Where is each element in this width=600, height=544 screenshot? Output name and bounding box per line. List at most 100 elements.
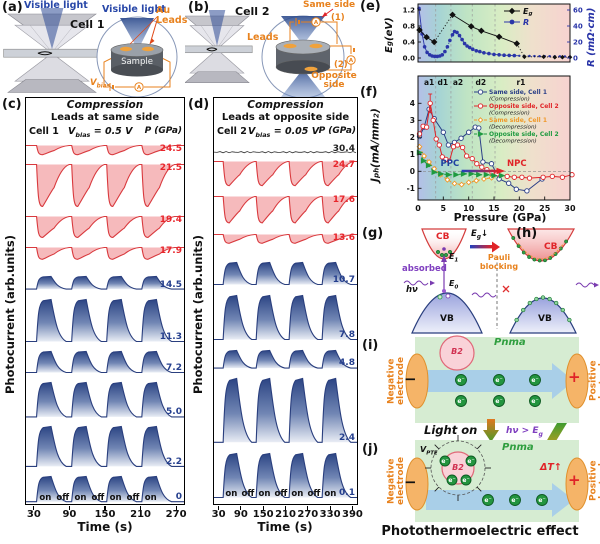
opposite-side-label: Opposite side (311, 71, 357, 91)
time-tick: 330 (319, 509, 341, 520)
hv-gt-eg-label: hν > Eg (506, 426, 543, 438)
svg-text:off: off (308, 489, 321, 499)
svg-text:10: 10 (463, 204, 475, 213)
pressure-label: 24.5 (159, 144, 182, 154)
e0-label: E0 (449, 279, 459, 291)
panel-c-xlabel: Time (s) (77, 520, 133, 534)
svg-text:1.2: 1.2 (403, 7, 416, 15)
band-diagram (403, 228, 599, 334)
photocurrent-trace-24.5-gpa: 24.5 (26, 144, 184, 163)
panel-d-cell: Cell 2 (217, 126, 247, 137)
pressure-label: 5.0 (166, 406, 182, 417)
photocurrent-trace-5.0-gpa: 5.0 (26, 374, 184, 418)
svg-text:1: 1 (410, 150, 415, 159)
time-tick: 90 (62, 509, 77, 520)
svg-text:e⁻: e⁻ (467, 458, 474, 465)
svg-text:on: on (145, 493, 157, 503)
panel-g-tag: (g) (362, 226, 384, 241)
panel-d-tag: (d) (188, 97, 210, 112)
pressure-label: 17.6 (332, 195, 355, 206)
photocurrent-trace-11.3-gpa: 11.3 (26, 291, 184, 343)
svg-text:0: 0 (410, 167, 415, 176)
pressure-label: 7.8 (339, 329, 355, 340)
panel-f-chart: a1 d1 a2 d2 r1 -1 0 1 2 3 4 0 5 10 15 20 25 30 Same side, … (407, 75, 576, 213)
panel-a: A (a) Visible light Visible light Cell 1… (0, 0, 192, 97)
svg-text:off: off (127, 493, 140, 503)
sample-label: Sample (121, 57, 153, 67)
svg-text:Opposite side, Cell 2: Opposite side, Cell 2 (489, 131, 559, 138)
svg-text:(Compression): (Compression) (489, 111, 530, 117)
eg-decrease-label: Eg↓ (471, 229, 489, 241)
lead-config-1-label: (1) (331, 13, 345, 23)
photocurrent-trace-2.2-gpa: 2.2 (26, 418, 184, 468)
time-tick: 210 (275, 509, 296, 520)
photocurrent-trace-30.4-gpa: 30.4 (214, 144, 357, 160)
time-tick: 30 (211, 509, 226, 520)
panel-d-vbias: Vbias = 0.05 V (248, 126, 320, 139)
svg-text:A: A (137, 85, 142, 91)
svg-text:d1: d1 (438, 78, 449, 87)
svg-text:15: 15 (488, 204, 500, 213)
photothermoelectric-schematic: e⁻ e⁻ e⁻ e⁻ e⁻ e⁻ e⁻ (405, 435, 589, 522)
time-tick: 210 (130, 509, 151, 520)
time-tick: 270 (165, 509, 187, 520)
pnma-label-i: Pnma (494, 337, 526, 348)
svg-text:Opposite side, Cell 2: Opposite side, Cell 2 (489, 103, 559, 110)
photocurrent-trace-7.8-gpa: 7.8 (214, 286, 357, 341)
cb-label-g: CB (436, 232, 450, 242)
panel-d-traces: 30.4 24.7 17.6 13.6 10.7 7.8 4.8 2.4 on off on off o… (214, 144, 357, 503)
panel-d-title: Compression (247, 99, 324, 111)
svg-text:-1: -1 (407, 184, 415, 193)
svg-text:0: 0 (573, 55, 578, 63)
cell2-label: Cell 2 (235, 5, 270, 18)
b2-label-j: B2 (452, 463, 464, 472)
panel-h-tag: (h) (516, 226, 538, 241)
svg-text:on: on (74, 493, 86, 503)
panel-j: e⁻ e⁻ e⁻ e⁻ e⁻ e⁻ e⁻ (j) VPTE Pnma ΔT↑ B2 − + … (360, 427, 600, 525)
pressure-label: 0 (175, 492, 182, 503)
vbias-label-a: Vbias (90, 78, 111, 90)
svg-text:NPC: NPC (507, 159, 527, 169)
svg-text:A: A (314, 20, 319, 26)
pressure-label: 13.6 (332, 232, 355, 243)
photocurrent-trace-7.2-gpa: 7.2 (26, 343, 184, 374)
photocurrent-trace-10.7-gpa: 10.7 (214, 253, 357, 286)
panel-c-title: Compression (66, 99, 144, 111)
pressure-label: 11.3 (159, 331, 182, 342)
pressure-label: 0.1 (339, 488, 355, 499)
cell2-schematic: AA (185, 8, 356, 97)
panel-a-tag: (a) (2, 0, 23, 15)
panel-c-ylabel: Photocurrent (arb.units) (2, 235, 17, 395)
panel-c-p-header: P (GPa) (144, 126, 182, 136)
leads-label: Leads (247, 32, 279, 43)
panel-e-ylabel-right: R (mΩ·cm) (585, 7, 597, 67)
svg-text:R: R (523, 18, 529, 27)
time-tick: 270 (297, 509, 319, 520)
time-tick: 150 (94, 509, 116, 520)
svg-text:Eg: Eg (523, 7, 532, 17)
photocurrent-trace-14.5-gpa: 14.5 (26, 268, 184, 291)
svg-text:A: A (349, 58, 354, 64)
positive-sign-i: + (568, 368, 581, 386)
positive-electrode-label-j: Positive electrode (588, 456, 600, 506)
negative-electrode-label-i: Negative electrode (386, 356, 406, 406)
pressure-label: 21.5 (159, 163, 182, 174)
pnma-label-j: Pnma (502, 442, 534, 453)
svg-text:0.4: 0.4 (403, 39, 416, 47)
panel-c-frame: Compression Leads at same side Cell 1 Vb… (25, 97, 185, 505)
light-on-label: Light on (424, 423, 478, 437)
positive-electrode-label-i: Positive electrode (588, 356, 600, 406)
photocurrent-trace-13.6-gpa: 13.6 (214, 233, 357, 253)
caption: Photothermoelectric effect (381, 524, 579, 539)
svg-text:Same side, Cell 1: Same side, Cell 1 (489, 117, 547, 124)
panel-i-tag: (i) (362, 338, 379, 353)
pressure-label: 2.4 (339, 433, 355, 444)
svg-text:e⁻: e⁻ (457, 377, 464, 384)
pressure-label: 14.5 (159, 279, 182, 290)
svg-text:off: off (274, 489, 287, 499)
time-tick: 30 (26, 509, 41, 520)
svg-text:e⁻: e⁻ (495, 377, 502, 384)
panel-e-chart: 0.0 0.4 0.8 1.2 0 20 40 60 EgR (403, 3, 583, 63)
negative-electrode-label-j: Negative electrode (386, 456, 406, 506)
time-tick: 390 (341, 509, 363, 520)
